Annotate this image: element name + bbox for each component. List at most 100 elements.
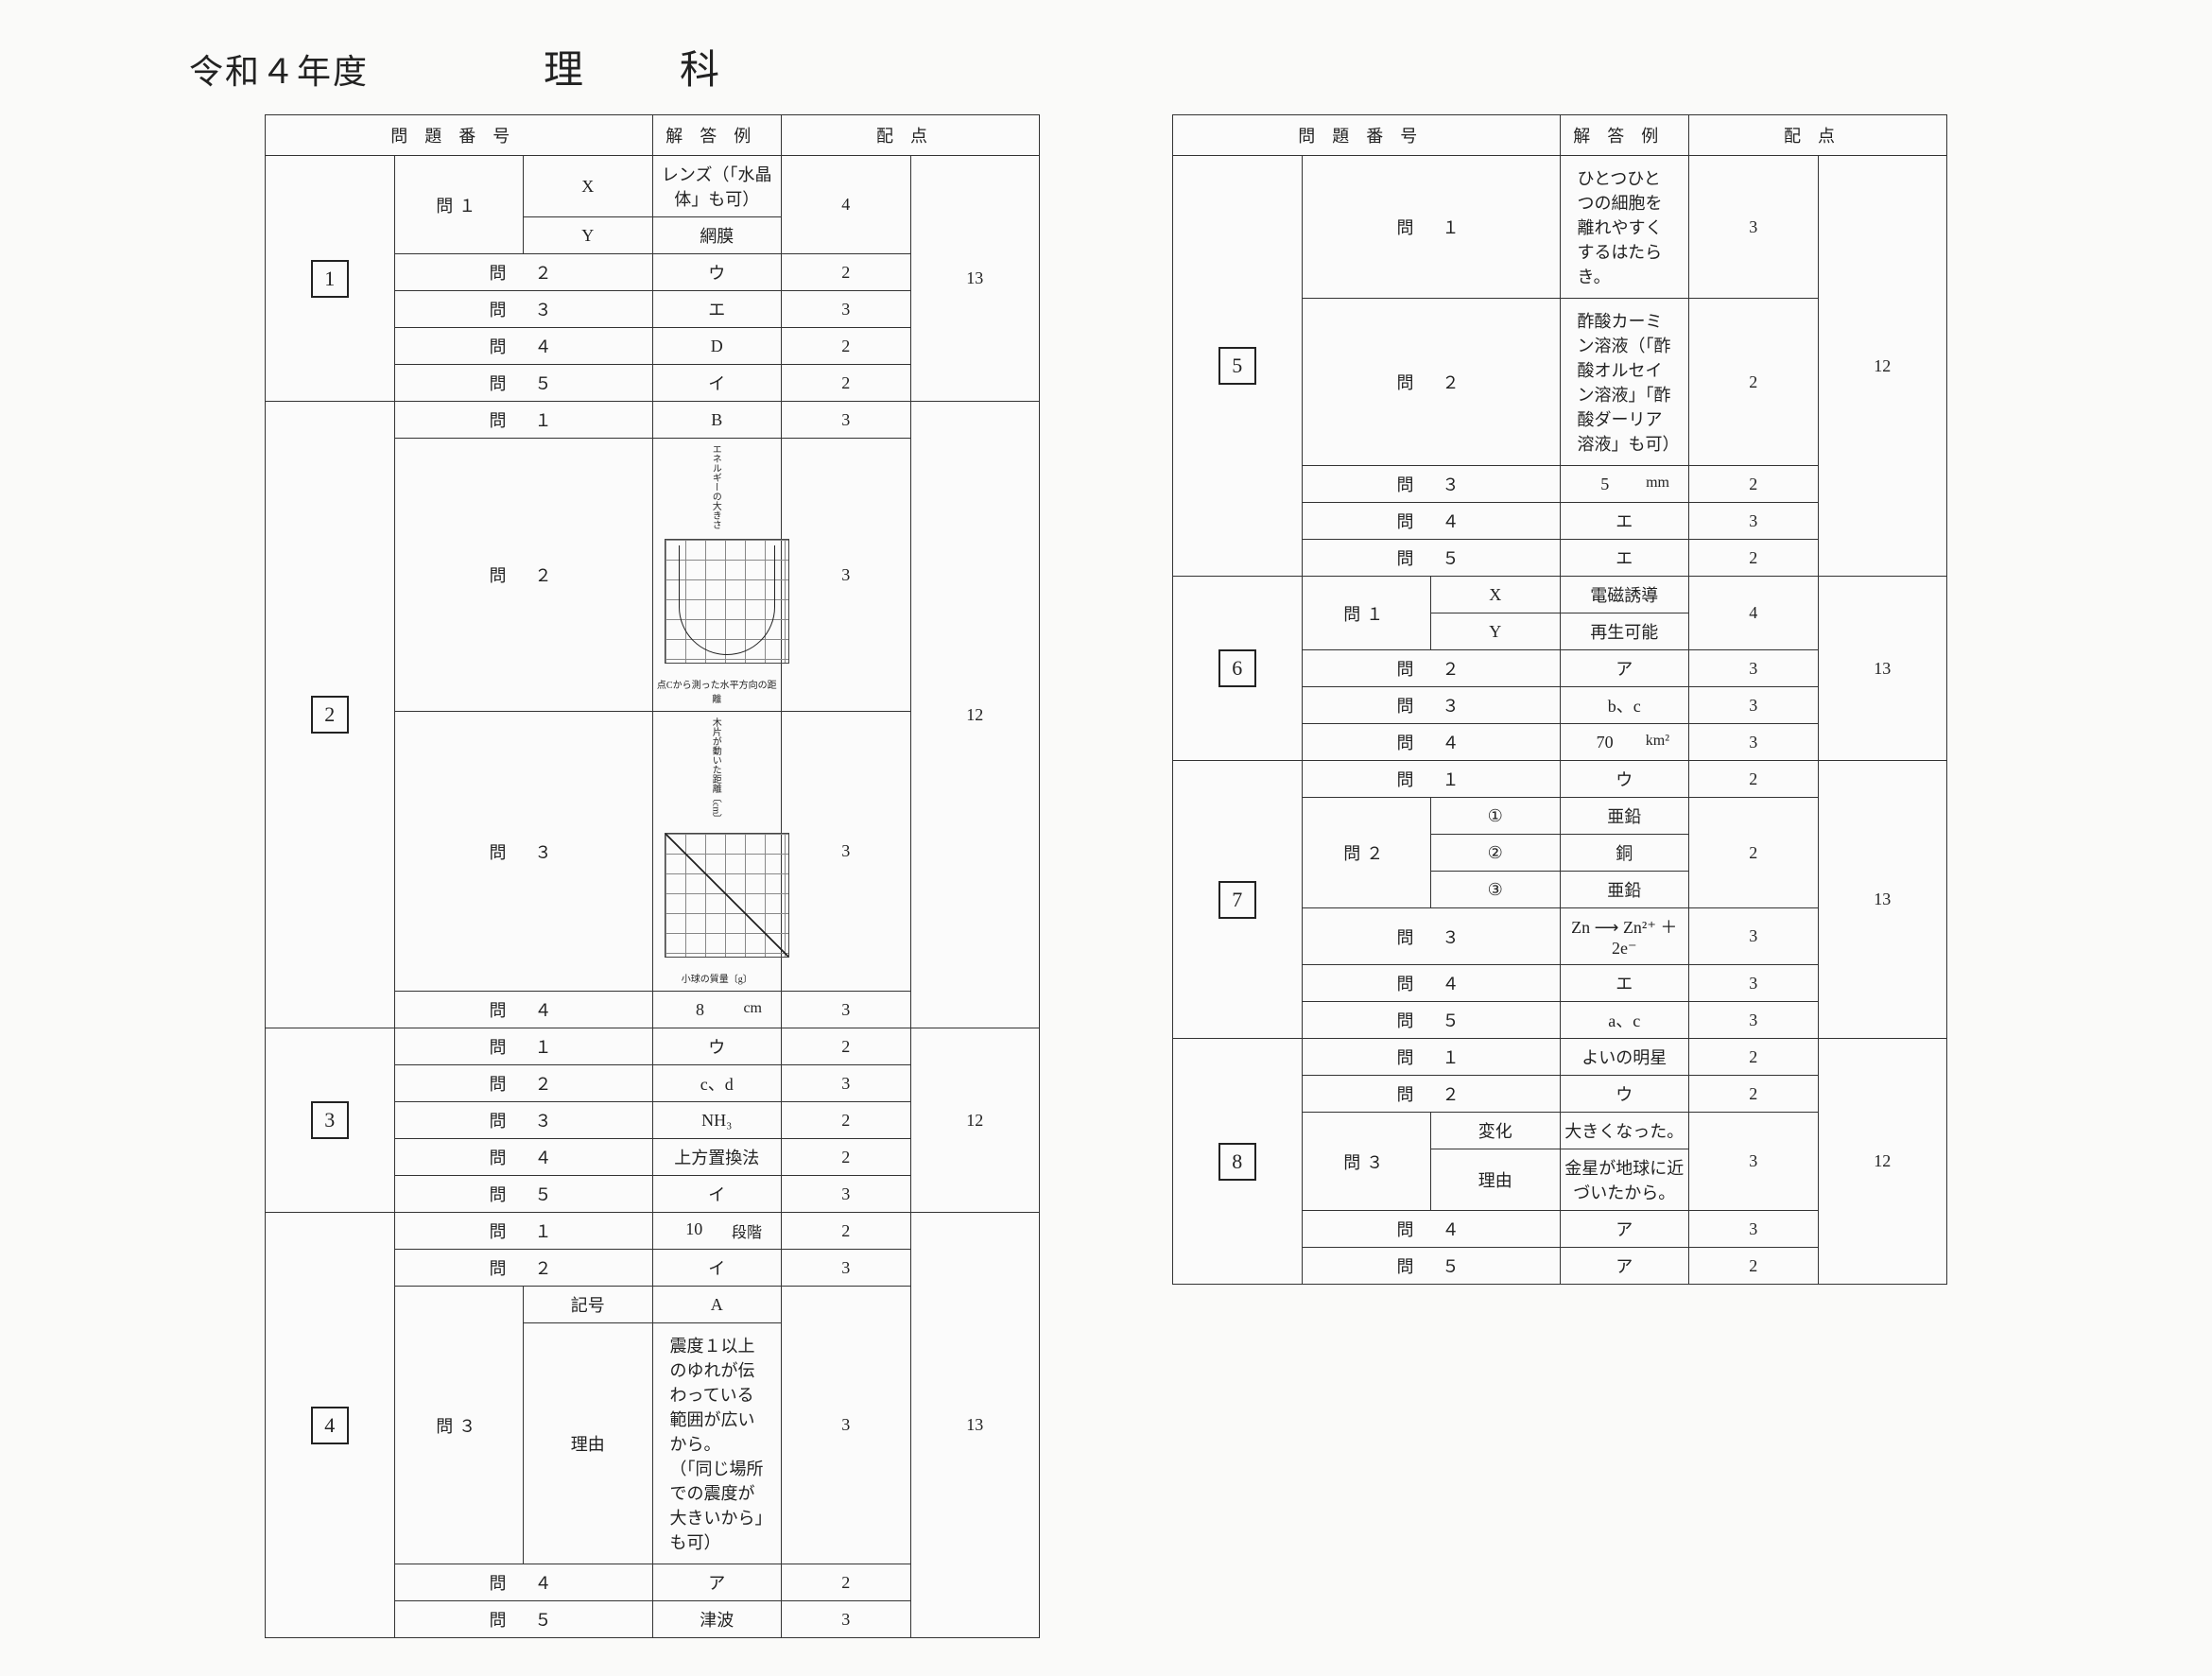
- hdr-points: 配点: [782, 115, 1040, 156]
- section-2: 2: [266, 402, 395, 1028]
- sub: X: [1431, 577, 1561, 613]
- pts: 2: [782, 1564, 911, 1601]
- pts: 3: [782, 992, 911, 1028]
- sub: ②: [1431, 835, 1561, 872]
- sub: X: [524, 156, 653, 217]
- q: 問 ３: [1302, 466, 1560, 503]
- section-8: 8: [1173, 1039, 1303, 1285]
- q: 問 ４: [394, 1564, 652, 1601]
- hdr-points: 配点: [1689, 115, 1947, 156]
- q: 問 ４: [394, 328, 652, 365]
- ans: 再生可能: [1560, 613, 1689, 650]
- ans: D: [652, 328, 782, 365]
- pts: 3: [1689, 965, 1819, 1002]
- pts: 3: [1689, 908, 1819, 965]
- pts: 2: [1689, 761, 1819, 798]
- q: 問 １: [394, 1028, 652, 1065]
- q: 問３: [394, 1287, 524, 1564]
- ans: ウ: [1560, 1076, 1689, 1113]
- sub: 記号: [524, 1287, 653, 1323]
- ans: レンズ（「水晶体」も可）: [652, 156, 782, 217]
- q: 問 ５: [1302, 1002, 1560, 1039]
- pts: 2: [1689, 1039, 1819, 1076]
- pts: 3: [782, 1065, 911, 1102]
- q: 問 ５: [394, 365, 652, 402]
- total: 12: [910, 402, 1040, 1028]
- ans: 酢酸カーミン溶液（「酢酸オルセイン溶液」「酢酸ダーリア溶液」も可）: [1560, 299, 1689, 466]
- x-axis-label: 点Cから測った水平方向の距離: [657, 677, 778, 705]
- pts: 3: [1689, 1002, 1819, 1039]
- ans: イ: [652, 365, 782, 402]
- ans: ア: [1560, 1248, 1689, 1285]
- q: 問 ３: [1302, 908, 1560, 965]
- section-7: 7: [1173, 761, 1303, 1039]
- ans: ア: [1560, 1211, 1689, 1248]
- q: 問２: [1302, 798, 1431, 908]
- pts: 2: [782, 365, 911, 402]
- ans: 網膜: [652, 217, 782, 254]
- q: 問 ３: [394, 291, 652, 328]
- pts: 3: [782, 439, 911, 712]
- sub: 理由: [1431, 1149, 1561, 1211]
- pts: 4: [782, 156, 911, 254]
- section-4: 4: [266, 1213, 395, 1638]
- q: 問３: [1302, 1113, 1431, 1211]
- ans: 電磁誘導: [1560, 577, 1689, 613]
- ans: 亜鉛: [1560, 798, 1689, 835]
- pts: 3: [782, 402, 911, 439]
- ans: 金星が地球に近づいたから。: [1560, 1149, 1689, 1211]
- q: 問 ３: [1302, 687, 1560, 724]
- ans: Zn ⟶ Zn²⁺ ＋ 2e⁻: [1560, 908, 1689, 965]
- ans: ウ: [1560, 761, 1689, 798]
- total: 12: [1818, 1039, 1947, 1285]
- ans: イ: [652, 1176, 782, 1213]
- section-6: 6: [1173, 577, 1303, 761]
- ans: 亜鉛: [1560, 872, 1689, 908]
- ans: A: [652, 1287, 782, 1323]
- section-5: 5: [1173, 156, 1303, 577]
- pts: 2: [1689, 299, 1819, 466]
- ans: 10段階: [652, 1213, 782, 1250]
- pts: 3: [1689, 687, 1819, 724]
- q: 問 ５: [394, 1601, 652, 1638]
- page-header: 令和４年度 理 科: [189, 38, 2193, 95]
- hdr-question: 問題番号: [266, 115, 653, 156]
- pts: 3: [1689, 503, 1819, 540]
- unit: mm: [1646, 475, 1669, 492]
- x-axis-label: 小球の質量〔g〕: [657, 971, 778, 985]
- ans: a、c: [1560, 1002, 1689, 1039]
- q: 問 ４: [1302, 724, 1560, 761]
- section-3: 3: [266, 1028, 395, 1213]
- ans: ア: [1560, 650, 1689, 687]
- q: 問 ４: [1302, 1211, 1560, 1248]
- pts: 3: [782, 1250, 911, 1287]
- ans: よいの明星: [1560, 1039, 1689, 1076]
- total: 12: [910, 1028, 1040, 1213]
- ans: エ: [652, 291, 782, 328]
- ans: イ: [652, 1250, 782, 1287]
- ans: B: [652, 402, 782, 439]
- pts: 3: [782, 712, 911, 992]
- graph-curve: [665, 539, 789, 664]
- pts: 3: [1689, 1113, 1819, 1211]
- ans: 70km²: [1560, 724, 1689, 761]
- q: 問 １: [1302, 761, 1560, 798]
- ans: 津波: [652, 1601, 782, 1638]
- pts: 2: [1689, 540, 1819, 577]
- subject-label: 理 科: [544, 38, 748, 95]
- q: 問 ４: [1302, 965, 1560, 1002]
- answer-table-left: 問題番号 解答例 配点 1 問１ X レンズ（「水晶体」も可） 4 13 Y 網…: [265, 114, 1040, 1638]
- ans: エ: [1560, 965, 1689, 1002]
- pts: 2: [1689, 798, 1819, 908]
- sub: 変化: [1431, 1113, 1561, 1149]
- unit: km²: [1646, 733, 1669, 750]
- q: 問 ３: [394, 1102, 652, 1139]
- pts: 2: [1689, 1076, 1819, 1113]
- q: 問 ２: [1302, 299, 1560, 466]
- ans: 銅: [1560, 835, 1689, 872]
- ans: NH₃: [652, 1102, 782, 1139]
- pts: 3: [782, 1601, 911, 1638]
- ans: 上方置換法: [652, 1139, 782, 1176]
- hdr-question: 問題番号: [1173, 115, 1561, 156]
- ans: ウ: [652, 1028, 782, 1065]
